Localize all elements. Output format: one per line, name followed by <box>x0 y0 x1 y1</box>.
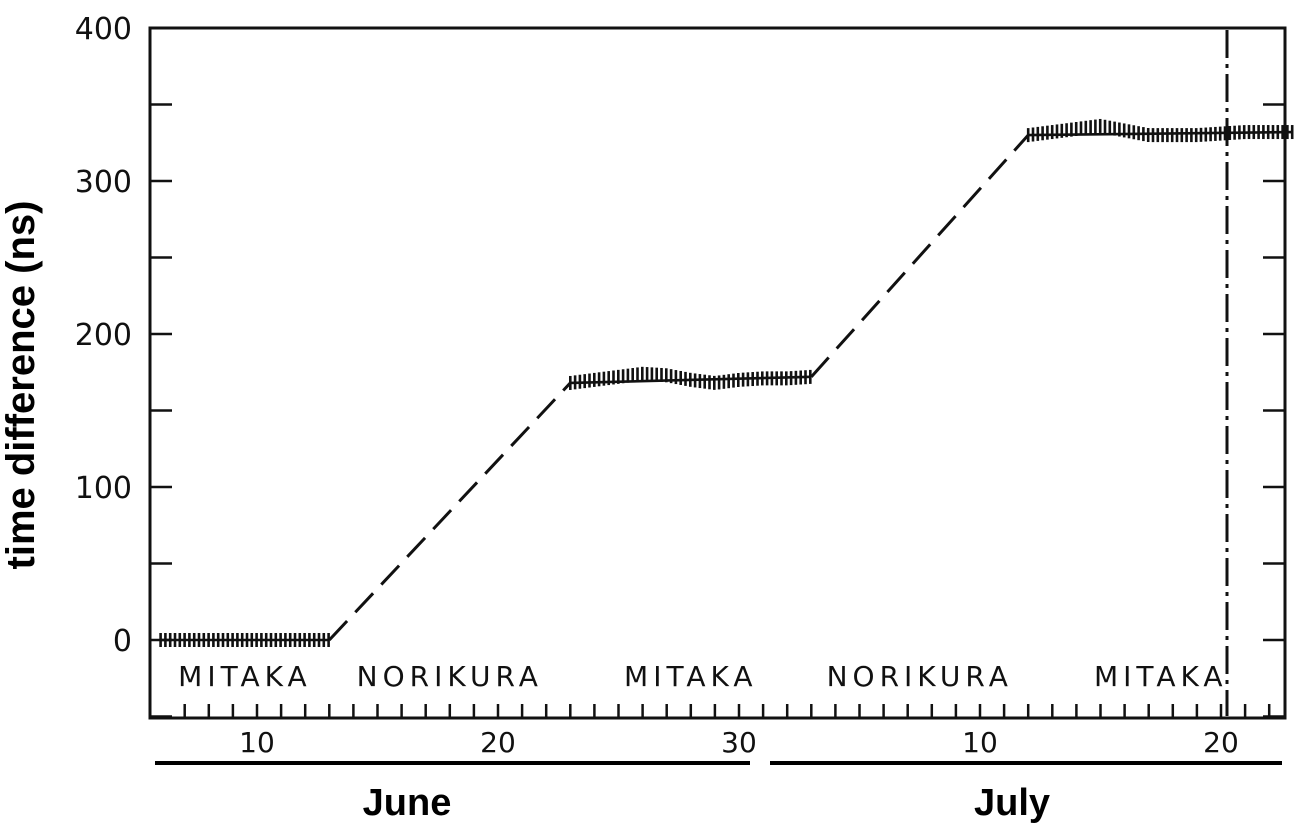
x-tick-label: 10 <box>962 726 998 759</box>
site-label: MITAKA <box>624 660 758 693</box>
y-tick-label: 400 <box>75 12 132 47</box>
x-tick-label: 20 <box>1203 726 1239 759</box>
measured-series <box>159 633 330 647</box>
y-tick-label: 200 <box>75 318 132 353</box>
series-layer <box>159 30 1294 716</box>
transport-dashed-line <box>328 381 572 642</box>
x-tick-label: 20 <box>480 726 516 759</box>
measured-trend <box>1028 130 1294 137</box>
site-label: NORIKURA <box>357 660 543 693</box>
y-axis: 0 100 200 300 400 <box>75 12 1285 718</box>
site-label: MITAKA <box>1094 660 1228 693</box>
month-label: June <box>363 782 452 824</box>
y-tick-label: 300 <box>75 165 132 200</box>
x-axis: 10 20 30 10 20 <box>183 704 1271 759</box>
month-label: July <box>974 782 1050 824</box>
y-axis-label: time difference (ns) <box>0 201 43 570</box>
site-label: NORIKURA <box>827 660 1013 693</box>
site-labels: MITAKA NORIKURA MITAKA NORIKURA MITAKA <box>178 660 1228 693</box>
measured-trend <box>570 375 812 385</box>
x-tick-label: 30 <box>721 726 757 759</box>
measured-series <box>568 366 812 390</box>
site-label: MITAKA <box>178 660 312 693</box>
y-tick-label: 100 <box>75 471 132 506</box>
y-tick-label: 0 <box>113 624 132 659</box>
transport-dashed-line <box>810 134 1030 378</box>
month-labels: June July <box>155 761 1282 824</box>
x-tick-label: 10 <box>239 726 275 759</box>
measured-series <box>1026 118 1294 143</box>
plot-frame <box>148 26 1287 720</box>
